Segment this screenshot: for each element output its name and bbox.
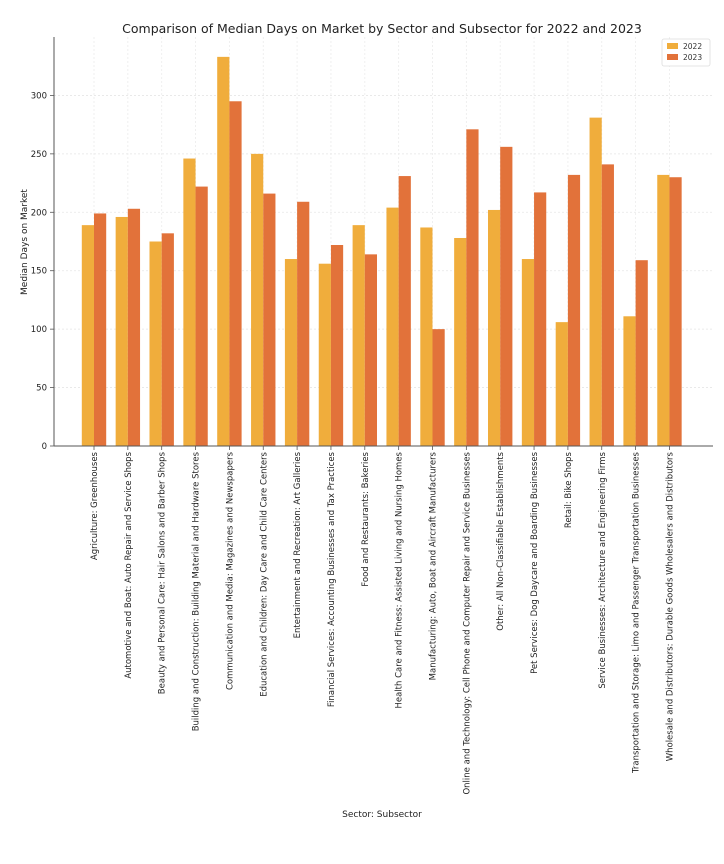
y-tick-label: 200 xyxy=(31,208,47,218)
bar-2023: Food and Restaurants: Bakeries (2023): 1… xyxy=(364,254,377,446)
bar-2023: Pet Services: Dog Daycare and Boarding B… xyxy=(534,192,547,446)
x-tick-label: Wholesale and Distributors: Durable Good… xyxy=(665,451,675,761)
y-axis-label: Median Days on Market xyxy=(20,189,30,295)
bar-2023: Agriculture: Greenhouses (2023): 199 xyxy=(94,213,107,446)
y-tick-label: 0 xyxy=(42,442,47,452)
x-ticks: Agriculture: Greenhouses Automotive and B… xyxy=(90,446,675,795)
x-tick-label: Online and Technology: Cell Phone and Co… xyxy=(462,451,472,794)
legend: 2022 2023 xyxy=(661,38,711,67)
bar-2023: Transportation and Storage: Limo and Pas… xyxy=(635,260,648,446)
x-tick-label: Building and Construction: Building Mate… xyxy=(192,451,202,731)
bar-2023: Service Businesses: Architecture and Eng… xyxy=(601,164,614,447)
x-axis-label: Sector: Subsector xyxy=(342,810,422,820)
x-tick-label: Transportation and Storage: Limo and Pas… xyxy=(632,451,642,774)
bars: Agriculture: Greenhouses (2022): 189 Auto… xyxy=(81,56,682,447)
legend-swatch xyxy=(667,54,678,60)
bar-2023: Entertainment and Recreation: Art Galler… xyxy=(297,201,310,446)
bar-2022: Entertainment and Recreation: Art Galler… xyxy=(284,259,298,446)
bar-2022: Beauty and Personal Care: Hair Salons an… xyxy=(149,241,162,446)
bar-2022: Health Care and Fitness: Assisted Living… xyxy=(386,207,399,446)
bar-2023: Other: All Non-Classifiable Establishmen… xyxy=(500,146,513,447)
bar-2022: Service Businesses: Architecture and Eng… xyxy=(589,117,602,446)
y-tick-label: 150 xyxy=(31,267,47,277)
bar-2023: Automotive and Boat: Auto Repair and Ser… xyxy=(127,208,141,446)
x-tick-label: Beauty and Personal Care: Hair Salons an… xyxy=(158,451,168,694)
bar-2023: Communication and Media: Magazines and N… xyxy=(229,101,242,447)
y-tick-label: 50 xyxy=(36,384,47,394)
bar-2022: Building and Construction: Building Mate… xyxy=(183,158,196,446)
x-tick-label: Agriculture: Greenhouses xyxy=(90,451,100,560)
bar-2022: Manufacturing: Auto, Boat and Aircraft M… xyxy=(420,227,433,446)
bar-2023: Online and Technology: Cell Phone and Co… xyxy=(466,129,479,446)
bar-2022: Education and Children: Day Care and Chi… xyxy=(251,153,264,446)
x-tick-label: Entertainment and Recreation: Art Galler… xyxy=(293,451,303,638)
bar-2022: Communication and Media: Magazines and N… xyxy=(217,56,230,446)
bar-2022: Other: All Non-Classifiable Establishmen… xyxy=(488,209,501,446)
y-tick-label: 250 xyxy=(31,150,47,160)
bar-2023: Retail: Bike Shops (2023): 232 xyxy=(567,174,581,447)
chart-title: Comparison of Median Days on Market by S… xyxy=(122,21,642,36)
bar-2023: Education and Children: Day Care and Chi… xyxy=(263,193,276,446)
bar-2022: Automotive and Boat: Auto Repair and Ser… xyxy=(115,216,128,446)
legend-swatch xyxy=(667,43,678,49)
bar-2022: Financial Services: Accounting Businesse… xyxy=(318,263,331,446)
bar-2022: Wholesale and Distributors: Durable Good… xyxy=(657,174,670,447)
bar-2022: Online and Technology: Cell Phone and Co… xyxy=(454,237,467,446)
x-tick-label: Health Care and Fitness: Assisted Living… xyxy=(395,451,405,708)
bar-2023: Financial Services: Accounting Businesse… xyxy=(330,245,344,446)
bar-2023: Wholesale and Distributors: Durable Good… xyxy=(669,177,682,446)
y-tick-label: 100 xyxy=(31,325,47,335)
x-tick-label: Financial Services: Accounting Businesse… xyxy=(327,451,337,707)
bar-2023: Building and Construction: Building Mate… xyxy=(195,186,208,446)
bar-2022: Food and Restaurants: Bakeries (2022): 1… xyxy=(352,225,365,446)
bar-2023: Beauty and Personal Care: Hair Salons an… xyxy=(161,233,174,446)
x-tick-label: Manufacturing: Auto, Boat and Aircraft M… xyxy=(429,451,439,680)
y-tick-label: 300 xyxy=(31,91,47,101)
y-ticks: 0 50 100 150 200 250 300 xyxy=(31,91,54,452)
legend-label: 2022 xyxy=(683,42,702,51)
legend-label: 2023 xyxy=(683,53,702,62)
axes xyxy=(53,37,713,447)
x-tick-label: Communication and Media: Magazines and N… xyxy=(225,451,235,690)
x-tick-label: Other: All Non-Classifiable Establishmen… xyxy=(496,451,506,630)
x-tick-label: Service Businesses: Architecture and Eng… xyxy=(598,451,608,688)
x-tick-label: Food and Restaurants: Bakeries xyxy=(361,451,371,586)
bar-2023: Health Care and Fitness: Assisted Living… xyxy=(398,176,411,446)
bar-2022: Pet Services: Dog Daycare and Boarding B… xyxy=(521,259,535,446)
x-tick-label: Education and Children: Day Care and Chi… xyxy=(259,451,269,696)
x-tick-label: Retail: Bike Shops xyxy=(564,451,574,528)
bar-2022: Agriculture: Greenhouses (2022): 189 xyxy=(81,225,94,446)
x-tick-label: Pet Services: Dog Daycare and Boarding B… xyxy=(530,451,540,673)
x-tick-label: Automotive and Boat: Auto Repair and Ser… xyxy=(124,451,134,678)
bar-2022: Retail: Bike Shops (2022): 106 xyxy=(555,322,568,446)
bar-2022: Transportation and Storage: Limo and Pas… xyxy=(623,316,636,446)
bar-2023: Manufacturing: Auto, Boat and Aircraft M… xyxy=(432,329,445,446)
